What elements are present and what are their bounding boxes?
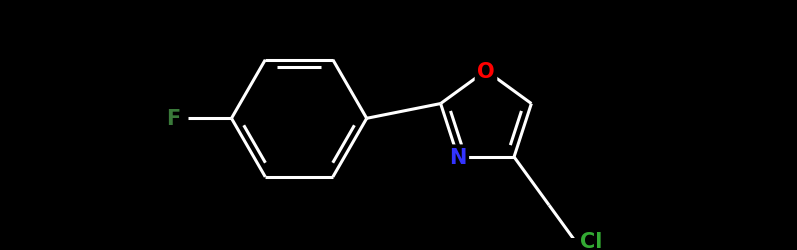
Text: O: O <box>477 61 495 81</box>
Text: Cl: Cl <box>579 231 602 250</box>
Text: N: N <box>450 147 466 167</box>
Text: F: F <box>167 109 181 129</box>
